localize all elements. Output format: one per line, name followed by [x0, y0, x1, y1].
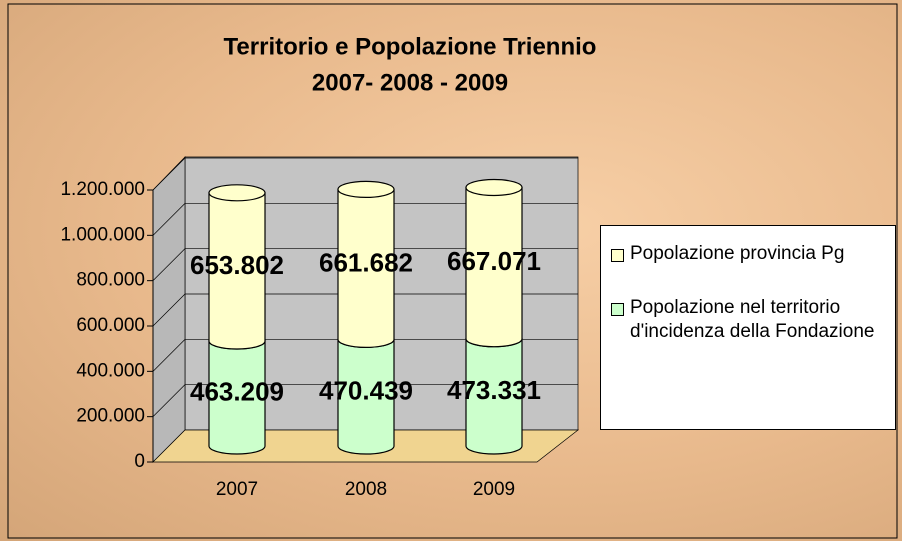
grid-line	[152, 203, 186, 236]
y-tick-label: 0	[134, 451, 145, 472]
y-tick-label: 1.200.000	[60, 179, 145, 200]
value-label: 661.682	[319, 247, 413, 277]
bar-top	[208, 184, 266, 202]
legend-entry: Popolazione nel territorio d'incidenza d…	[611, 296, 887, 344]
value-label: 667.071	[447, 246, 541, 276]
y-tick-label: 200.000	[76, 406, 145, 427]
bar	[208, 184, 266, 350]
bar	[337, 180, 395, 348]
chart-border	[7, 3, 898, 539]
bar-body	[208, 192, 266, 350]
x-tick-label: 2009	[473, 479, 515, 500]
chart-title: 2007- 2008 - 2009	[312, 69, 508, 96]
chart-title: Territorio e Popolazione Triennio	[224, 33, 597, 60]
grid-line	[152, 157, 186, 191]
value-label: 473.331	[447, 375, 541, 405]
grid-line	[152, 293, 186, 327]
value-label: 470.439	[319, 376, 413, 406]
bar-body	[208, 340, 266, 455]
bar-top	[465, 178, 523, 197]
legend-label: Popolazione provincia Pg	[630, 243, 845, 264]
legend-swatch	[611, 249, 624, 262]
y-tick-label: 800.000	[76, 270, 145, 291]
bar-body	[465, 338, 523, 455]
legend: Popolazione provincia Pg Popolazione nel …	[600, 225, 896, 430]
bar	[465, 178, 523, 348]
side-wall	[152, 156, 186, 463]
legend-swatch	[611, 303, 624, 316]
bar-body	[337, 188, 395, 348]
bar-top	[337, 180, 395, 198]
grid-line	[152, 384, 186, 417]
bar-body	[337, 338, 395, 455]
y-tick-label: 600.000	[76, 315, 145, 336]
value-label: 463.209	[190, 376, 284, 406]
legend-label: Popolazione nel territorio d'incidenza d…	[630, 297, 875, 342]
value-label: 653.802	[190, 250, 284, 280]
x-tick-label: 2007	[216, 479, 258, 500]
x-tick-label: 2008	[345, 479, 387, 500]
y-tick-label: 400.000	[76, 360, 145, 381]
grid-line	[152, 339, 186, 372]
y-tick-label: 1.000.000	[60, 224, 145, 245]
grid-line	[152, 248, 186, 281]
bar-body	[465, 186, 523, 348]
legend-entry: Popolazione provincia Pg	[611, 242, 887, 266]
